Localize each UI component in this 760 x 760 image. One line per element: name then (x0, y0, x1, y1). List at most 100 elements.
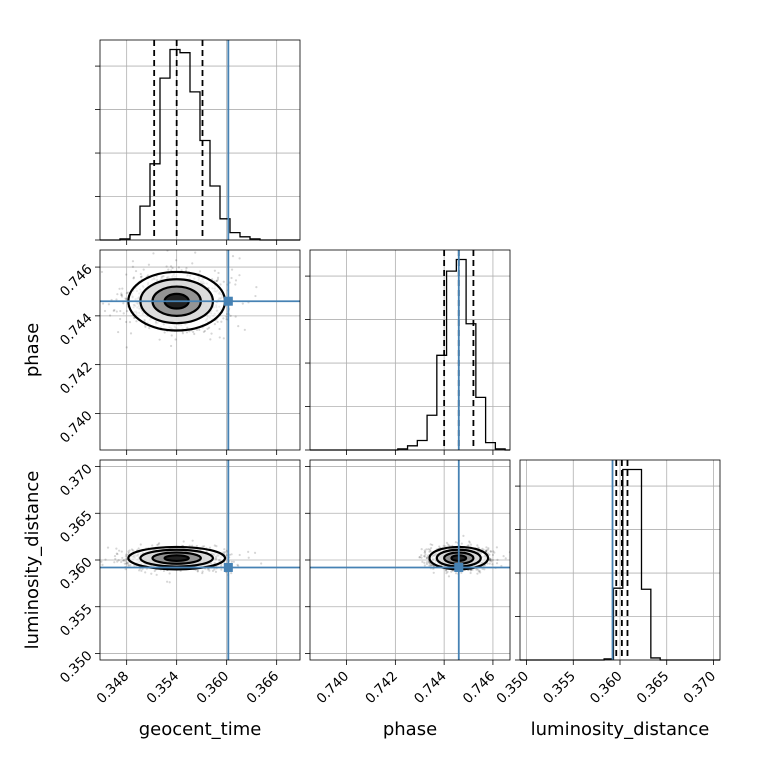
sample-point (223, 548, 226, 551)
sample-point (485, 549, 488, 552)
sample-point (476, 572, 479, 575)
sample-point (230, 268, 234, 271)
sample-point (114, 557, 117, 561)
sample-point (426, 555, 429, 558)
sample-point (125, 297, 128, 301)
sample-point (238, 274, 241, 277)
sample-point (132, 316, 136, 319)
sample-point (120, 550, 123, 553)
sample-point (488, 553, 491, 556)
sample-point (215, 279, 218, 283)
sample-point (215, 545, 218, 548)
sample-point (222, 551, 225, 554)
sample-point (139, 275, 143, 279)
y-tick-label: 0.746 (57, 261, 96, 300)
sample-point (127, 564, 130, 567)
panel-frame (99, 39, 301, 241)
contour-line (151, 551, 202, 565)
sample-point (157, 543, 160, 546)
y-tick-label: 0.742 (57, 359, 96, 398)
sample-point (185, 267, 188, 270)
sample-point (121, 556, 124, 560)
sample-point (116, 560, 119, 563)
sample-point (166, 580, 169, 583)
sample-point (425, 556, 428, 560)
sample-point (191, 539, 194, 542)
sample-point (222, 337, 225, 340)
x-tick-label: 0.366 (244, 668, 283, 707)
panel-content (100, 460, 300, 660)
sample-point (222, 280, 225, 283)
sample-point (425, 561, 429, 564)
x-tick-label: 0.365 (634, 668, 673, 707)
sample-point (231, 255, 235, 258)
sample-point (181, 332, 185, 335)
x-tick-label: 0.742 (362, 668, 401, 707)
sample-point (220, 320, 223, 323)
sample-point (490, 560, 493, 563)
sample-point (101, 563, 104, 566)
truth-marker (223, 562, 233, 572)
sample-point (112, 309, 115, 312)
histogram-step (100, 48, 300, 241)
sample-point (421, 560, 424, 563)
sample-point (488, 558, 491, 562)
sample-point (500, 564, 503, 568)
y-tick-label: 0.744 (57, 310, 96, 349)
y-tick-label: 0.360 (57, 554, 96, 593)
sample-point (124, 560, 127, 563)
sample-point (247, 556, 250, 559)
sample-point (206, 327, 209, 330)
sample-point (156, 543, 159, 546)
sample-point (225, 317, 228, 321)
sample-point (493, 551, 496, 554)
sample-point (123, 562, 126, 565)
sample-point (113, 308, 116, 312)
sample-point (234, 315, 237, 318)
sample-point (460, 571, 463, 574)
sample-point (128, 321, 132, 324)
sample-point (209, 338, 212, 341)
sample-point (167, 268, 170, 271)
sample-point (450, 570, 453, 573)
sample-point (495, 562, 499, 565)
x-axis-label: luminosity_distance (531, 719, 710, 740)
sample-point (448, 544, 451, 547)
sample-point (429, 550, 432, 553)
sample-point (230, 276, 233, 280)
sample-point (210, 332, 213, 335)
sample-point (119, 309, 122, 313)
sample-point (469, 543, 473, 546)
sample-point (151, 544, 154, 547)
sample-point (95, 282, 97, 284)
sample-point (489, 559, 493, 562)
sample-point (420, 548, 423, 551)
sample-point (185, 331, 189, 334)
sample-point (504, 557, 507, 560)
sample-point (120, 560, 123, 564)
histogram-step (310, 258, 510, 451)
sample-point (237, 564, 240, 567)
x-tick-label: 0.744 (411, 668, 450, 707)
sample-point (477, 570, 480, 573)
sample-point (171, 266, 174, 270)
sample-point (238, 553, 241, 557)
sample-point (216, 278, 220, 281)
sample-point (491, 563, 494, 566)
sample-point (203, 545, 206, 548)
y-tick-label: 0.355 (57, 601, 96, 640)
sample-point (201, 570, 204, 573)
sample-point (420, 554, 423, 557)
sample-point (177, 266, 180, 269)
sample-point (196, 570, 199, 573)
sample-point (168, 581, 171, 584)
sample-point (121, 287, 124, 290)
sample-point (241, 302, 244, 305)
sample-point (128, 549, 131, 552)
sample-point (260, 562, 263, 565)
sample-point (243, 328, 246, 331)
sample-point (489, 550, 492, 553)
panel-frame (519, 459, 721, 661)
sample-point (129, 564, 132, 567)
